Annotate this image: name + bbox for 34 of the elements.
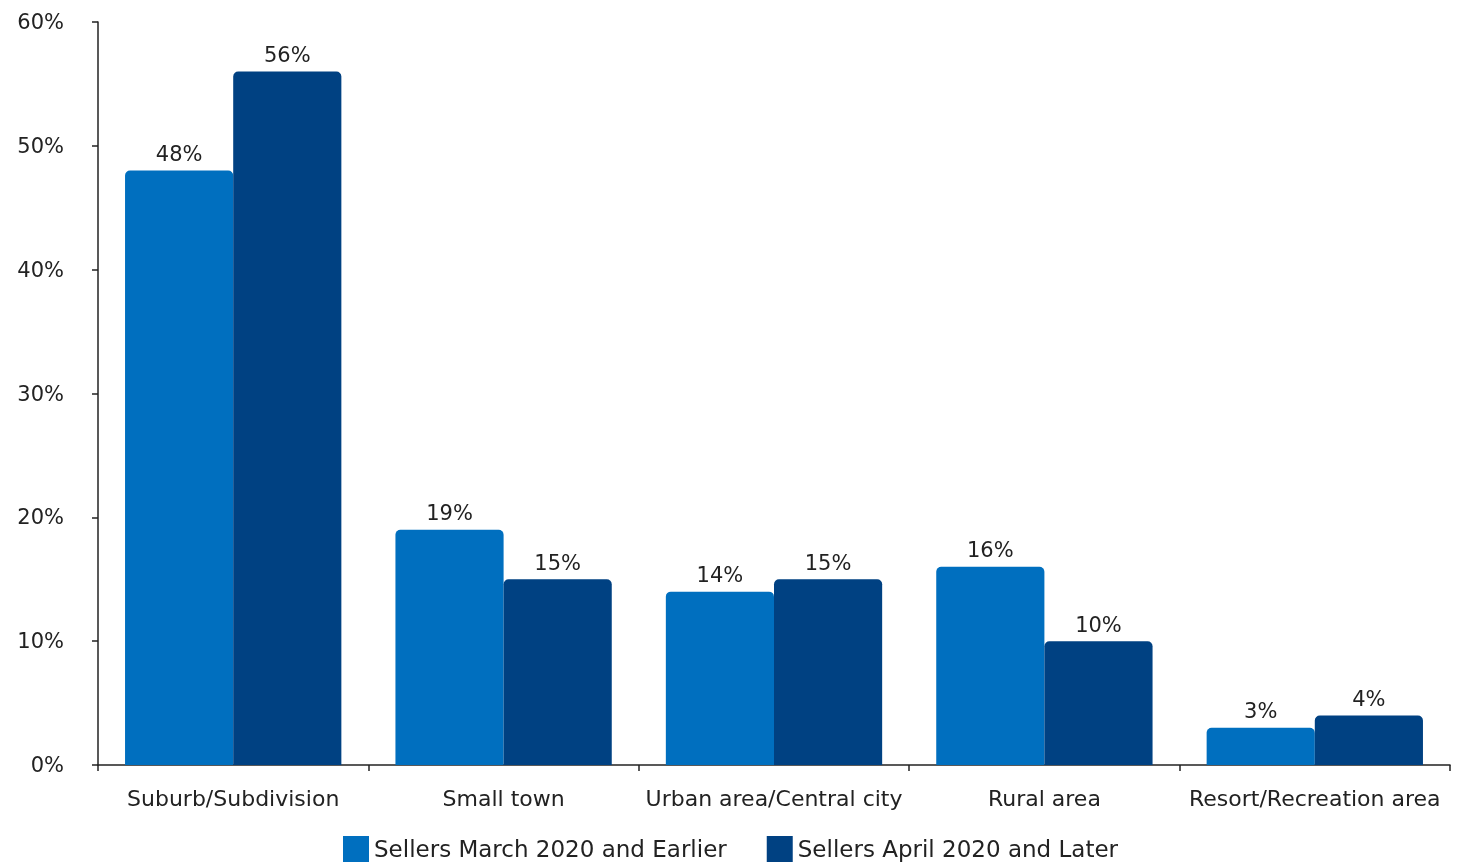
bar	[1314, 715, 1423, 765]
x-tick-label: Resort/Recreation area	[1189, 785, 1441, 811]
y-tick-label: 40%	[17, 257, 64, 282]
data-label: 16%	[966, 538, 1014, 563]
x-tick-label: Small town	[442, 785, 565, 811]
y-tick-label: 10%	[17, 629, 64, 654]
data-label: 15%	[534, 550, 582, 575]
bar	[233, 71, 342, 765]
data-label: 56%	[263, 43, 311, 68]
legend-label: Sellers April 2020 and Later	[797, 836, 1119, 862]
data-label: 15%	[804, 550, 852, 575]
data-label: 3%	[1244, 699, 1278, 724]
bar	[503, 579, 612, 765]
data-label: 10%	[1075, 612, 1122, 637]
bar	[1206, 727, 1315, 765]
y-tick-label: 30%	[17, 381, 64, 406]
bar	[665, 591, 774, 765]
legend-label: Sellers March 2020 and Earlier	[373, 836, 728, 862]
y-tick-label: 0%	[30, 753, 64, 777]
x-tick-label: Rural area	[987, 785, 1101, 811]
y-tick-label: 60%	[17, 10, 64, 34]
data-label: 19%	[426, 501, 473, 526]
data-label: 4%	[1352, 686, 1386, 711]
bar	[395, 529, 504, 765]
x-tick-label: Suburb/Subdivision	[127, 785, 340, 811]
bar	[936, 566, 1045, 765]
data-label: 48%	[155, 142, 203, 167]
bar	[774, 579, 883, 765]
bar	[125, 170, 234, 765]
bar	[1044, 641, 1153, 765]
data-label: 14%	[696, 563, 744, 588]
x-tick-label: Urban area/Central city	[645, 785, 903, 811]
y-tick-label: 50%	[17, 133, 64, 158]
y-tick-label: 20%	[17, 505, 64, 530]
